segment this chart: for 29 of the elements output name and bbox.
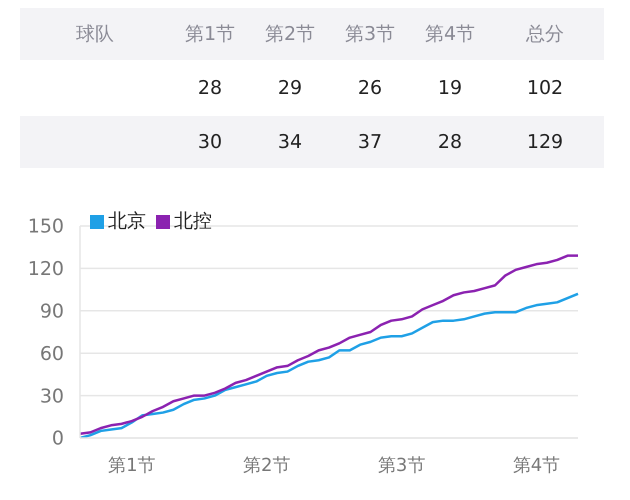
data-label: 129 — [526, 131, 564, 153]
data-label: 19 — [436, 77, 464, 99]
data-label: 34 — [276, 131, 304, 153]
category-label: 第1节 — [184, 22, 236, 47]
category-label: 第3节 — [344, 22, 396, 47]
data-label: 102 — [526, 77, 564, 99]
data-label: 28 — [196, 77, 224, 99]
x-tick-label: 第4节 — [512, 454, 560, 476]
y-tick-label: 60 — [40, 342, 64, 365]
x-tick-label: 第3节 — [378, 454, 426, 476]
data-label: 30 — [196, 131, 224, 153]
y-tick-label: 150 — [28, 216, 64, 238]
y-tick-label: 0 — [52, 428, 64, 450]
data-label: 28 — [436, 131, 464, 153]
x-tick-label: 第2节 — [243, 454, 290, 476]
data-label: 37 — [356, 131, 384, 153]
y-tick-label: 120 — [28, 258, 64, 280]
category-label: 总分 — [525, 22, 565, 47]
category-label: 第2节 — [264, 22, 316, 47]
legend-label: 北控 — [174, 210, 212, 232]
legend-label: 北京 — [108, 210, 146, 232]
text: 球队 — [75, 22, 115, 47]
data-label: 26 — [356, 77, 384, 99]
line-series — [78, 254, 580, 436]
x-tick-label: 第1节 — [108, 454, 156, 476]
category-label: 第4节 — [424, 22, 476, 47]
y-tick-label: 30 — [40, 385, 64, 408]
y-tick-label: 90 — [40, 300, 64, 323]
data-label: 29 — [276, 77, 304, 99]
